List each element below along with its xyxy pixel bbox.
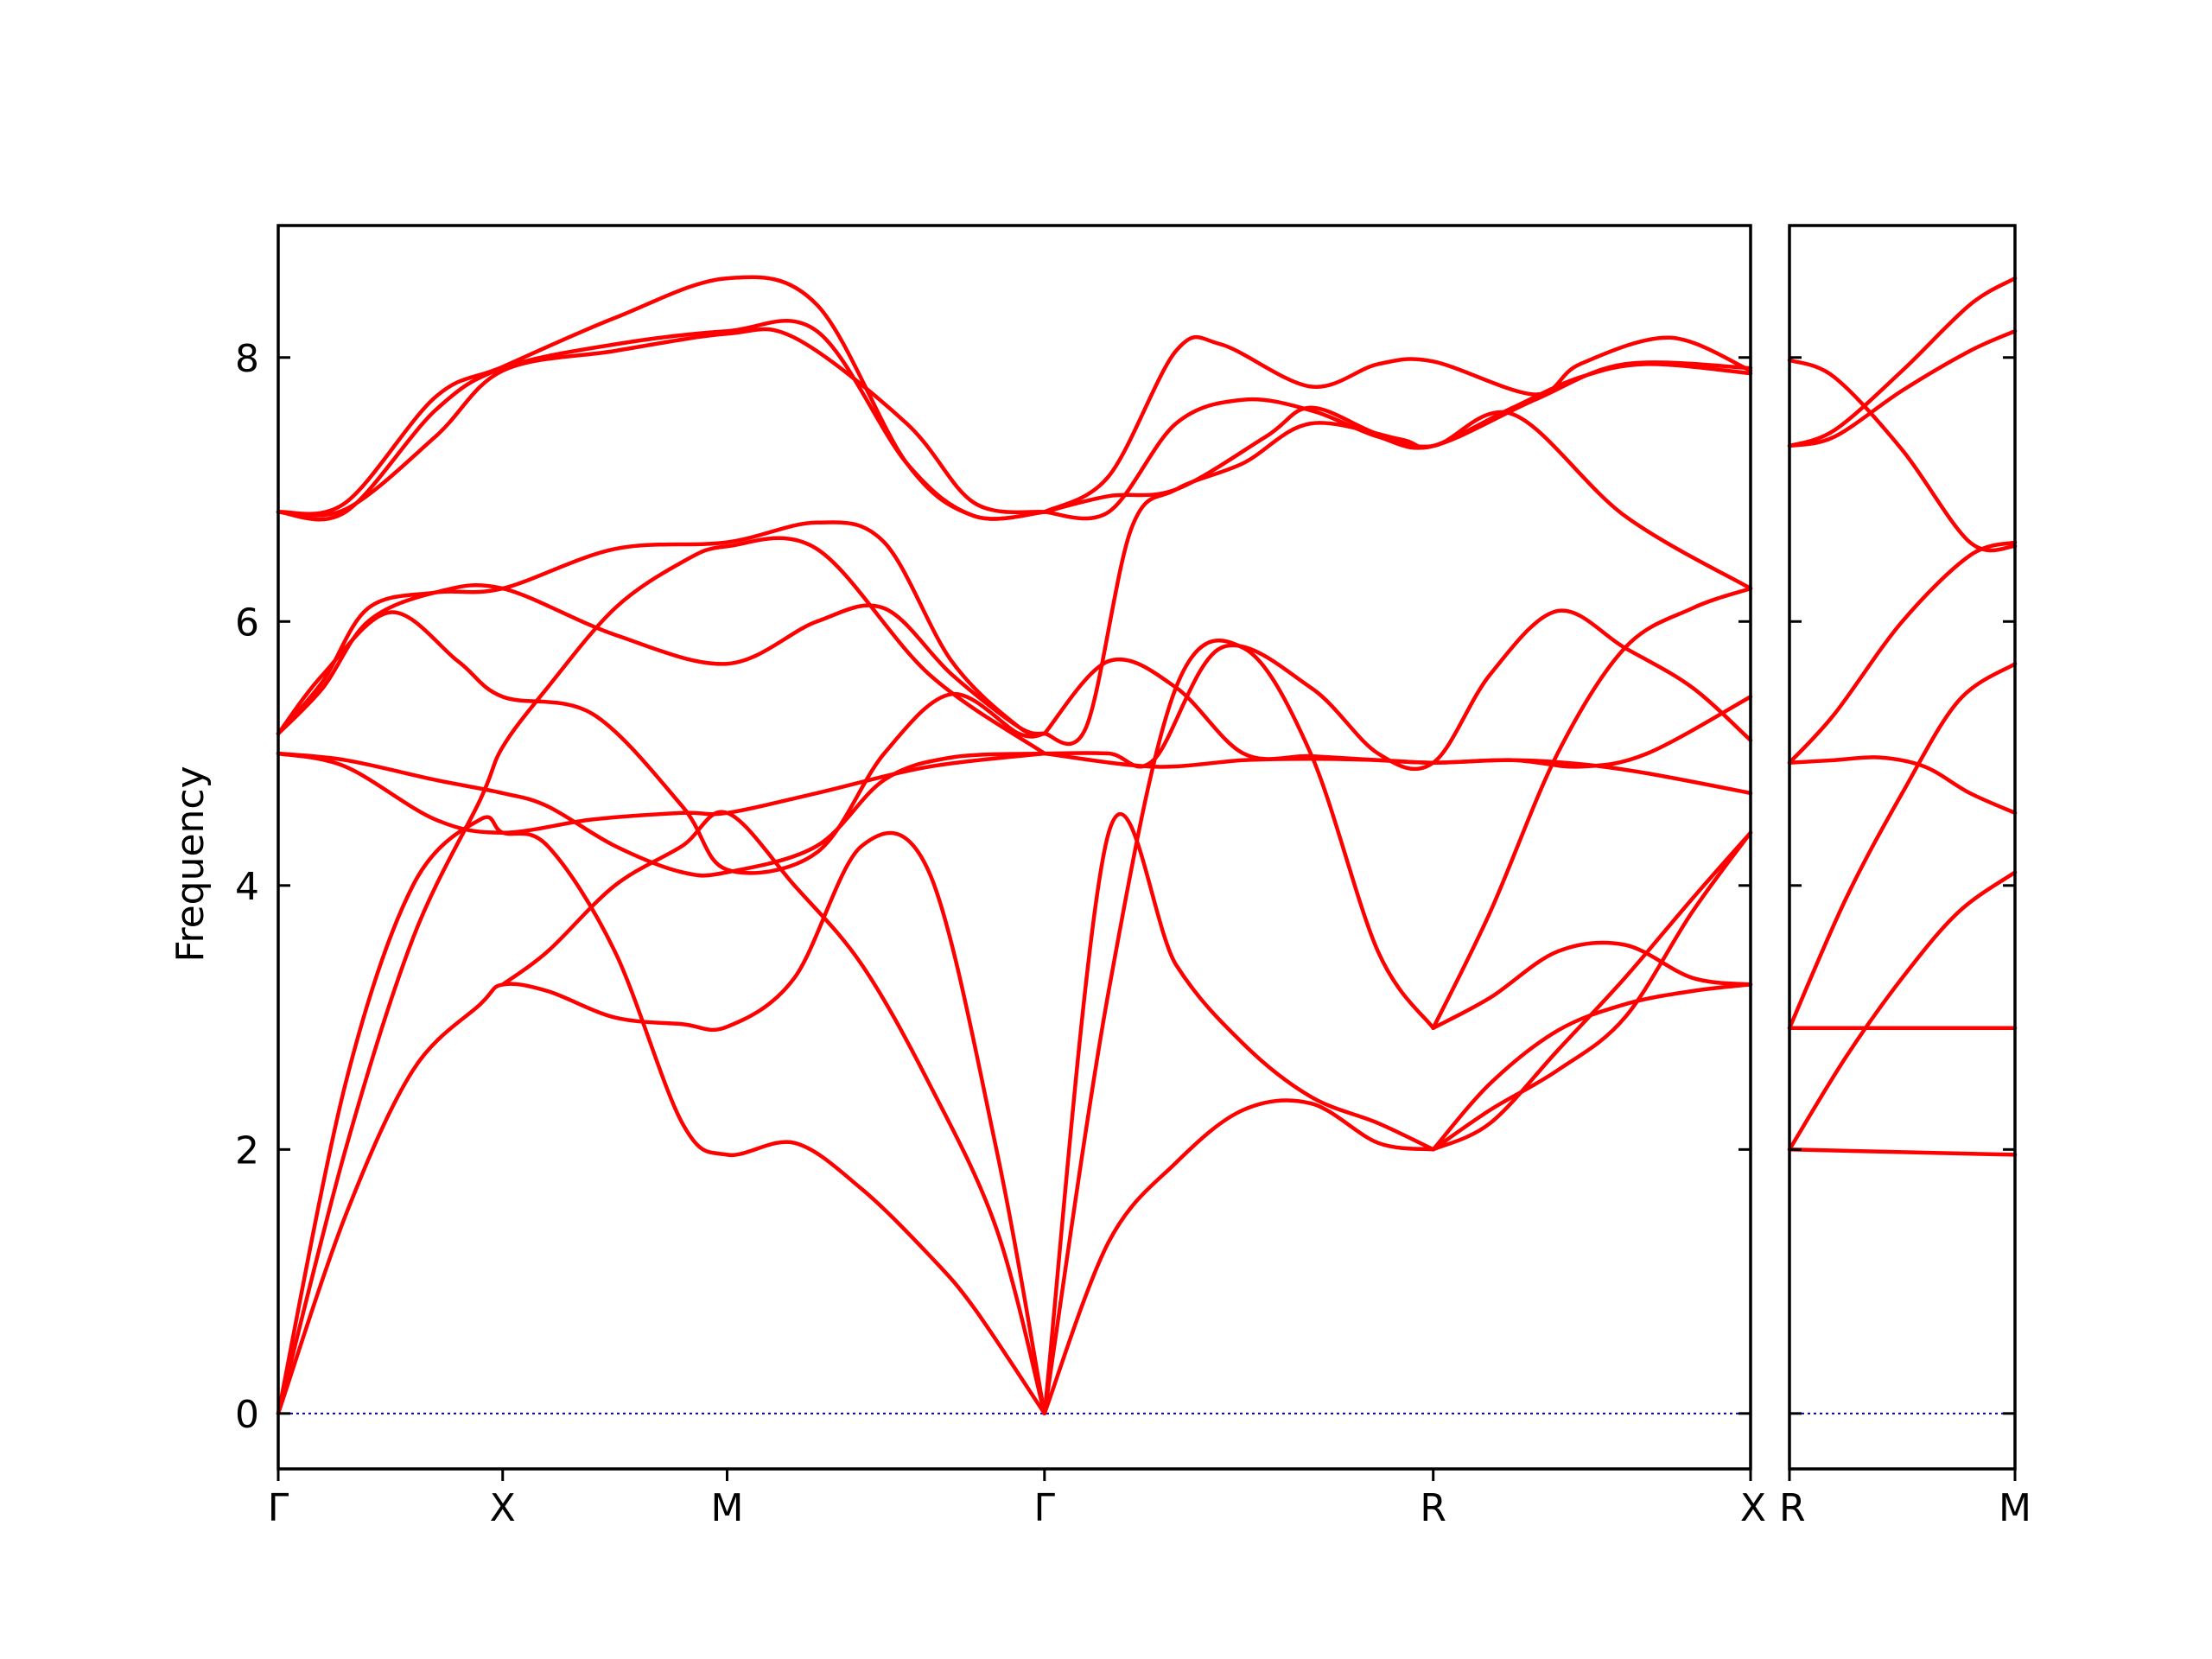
band-line-3 bbox=[276, 275, 1047, 521]
x-tick-label: X bbox=[1740, 1486, 1766, 1530]
x-tick-label: Γ bbox=[268, 1486, 289, 1530]
main-band-panel: 0 2 4 6 8 Γ X M Γ R X bbox=[235, 224, 1766, 1530]
band-line-7 bbox=[1042, 362, 1753, 747]
band-line-19 bbox=[276, 830, 1047, 1416]
band-line-27 bbox=[1431, 982, 1753, 1152]
band-line-18 bbox=[1431, 586, 1753, 1031]
y-tick-label: 6 bbox=[235, 601, 259, 645]
x-tick-label: Γ bbox=[1034, 1486, 1056, 1530]
band-line-1 bbox=[1787, 358, 2018, 553]
band-line-8 bbox=[1787, 870, 2018, 1152]
band-line-12 bbox=[1042, 608, 1753, 772]
y-tick-label: 2 bbox=[235, 1128, 259, 1173]
band-line-15 bbox=[1042, 751, 1753, 796]
y-axis-title: Frequency bbox=[168, 766, 213, 962]
y-tick-label: 8 bbox=[235, 337, 259, 381]
y-tick-label: 4 bbox=[235, 865, 259, 909]
band-line-23 bbox=[1042, 1098, 1435, 1416]
band-line-14 bbox=[276, 751, 1047, 835]
band-line-21 bbox=[500, 810, 1047, 1416]
band-line-24 bbox=[1431, 940, 1753, 1031]
band-line-16 bbox=[276, 536, 1047, 1416]
band-line-9 bbox=[1787, 1147, 2018, 1157]
x-tick-label: R bbox=[1779, 1486, 1806, 1530]
plot-frame bbox=[276, 224, 1752, 1471]
y-tick-label: 0 bbox=[235, 1393, 259, 1437]
band-line-5 bbox=[1787, 755, 2018, 816]
x-tick-label: M bbox=[711, 1486, 744, 1530]
band-line-26 bbox=[1431, 830, 1753, 1152]
band-line-22 bbox=[1042, 812, 1435, 1416]
band-line-17 bbox=[1042, 639, 1435, 1416]
band-line-2 bbox=[1787, 276, 2018, 448]
band-line-10 bbox=[276, 610, 1047, 875]
band-line-1 bbox=[276, 327, 1047, 518]
band-line-9 bbox=[276, 582, 1047, 736]
band-line-4 bbox=[1042, 334, 1753, 514]
band-line-25 bbox=[1431, 830, 1753, 1152]
band-line-3 bbox=[1787, 328, 2018, 448]
band-line-4 bbox=[1787, 540, 2018, 765]
band-line-6 bbox=[1787, 661, 2018, 1031]
band-line-8 bbox=[276, 520, 1047, 737]
band-line-11 bbox=[1042, 657, 1753, 769]
x-tick-label: R bbox=[1420, 1486, 1446, 1530]
x-tick-label: M bbox=[1999, 1486, 2031, 1530]
band-line-20 bbox=[276, 815, 1047, 1416]
x-tick-label: X bbox=[490, 1486, 516, 1530]
plot-frame bbox=[1788, 224, 2017, 1471]
